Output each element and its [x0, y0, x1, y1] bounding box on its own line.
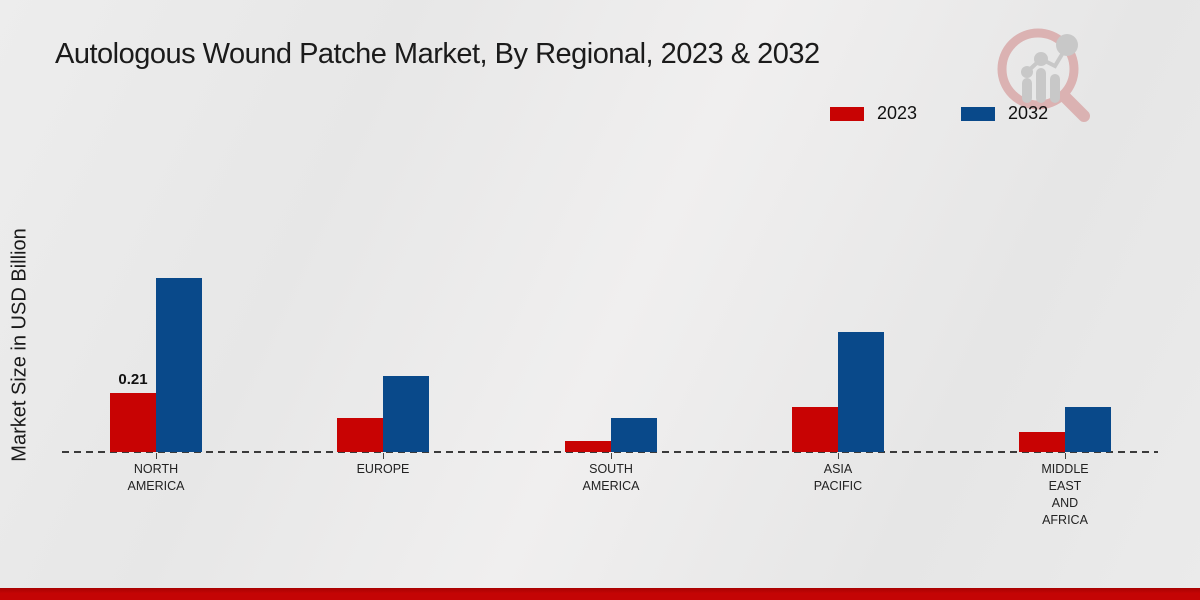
bar-2032-middle-east-and-africa	[1065, 407, 1111, 452]
legend-item-2023: 2023	[830, 103, 917, 124]
bar-2032-north-america	[156, 278, 202, 452]
category-label-south-america: SOUTH AMERICA	[582, 462, 640, 493]
category-label-asia-pacific: ASIA PACIFIC	[813, 462, 863, 493]
category-label-middle-east-and-africa: MIDDLE EAST AND AFRICA	[1041, 462, 1089, 527]
legend-item-2032: 2032	[961, 103, 1048, 124]
x-axis-tick-middle-east-and-africa	[1065, 453, 1066, 459]
bottom-accent-bar	[0, 588, 1200, 600]
legend-swatch-2032	[961, 106, 996, 121]
bar-chart-magnifier-logo-icon	[997, 28, 1090, 122]
x-axis-tick-europe	[383, 453, 384, 459]
bar-2023-south-america	[565, 441, 611, 452]
bar-2023-middle-east-and-africa	[1019, 432, 1065, 452]
x-axis-baseline	[62, 451, 1158, 453]
bar-2023-europe	[337, 418, 383, 452]
bar-2023-north-america	[110, 393, 156, 452]
bar-2023-asia-pacific	[792, 407, 838, 452]
x-axis-tick-asia-pacific	[838, 453, 839, 459]
x-axis-tick-south-america	[611, 453, 612, 459]
bar-2032-europe	[383, 376, 429, 452]
x-axis-tick-north-america	[156, 453, 157, 459]
legend-label-2032: 2032	[1008, 103, 1049, 123]
legend-swatch-2023	[830, 106, 864, 121]
chart-title: Autologous Wound Patche Market, By Regio…	[55, 38, 820, 70]
data-label-2023: 0.21	[118, 371, 148, 388]
bar-2032-asia-pacific	[838, 332, 884, 452]
legend: 2023 2032	[830, 103, 1048, 124]
category-label-europe: EUROPE	[356, 462, 410, 476]
bar-2032-south-america	[611, 418, 657, 452]
legend-label-2023: 2023	[877, 103, 918, 123]
category-label-north-america: NORTH AMERICA	[127, 462, 185, 493]
